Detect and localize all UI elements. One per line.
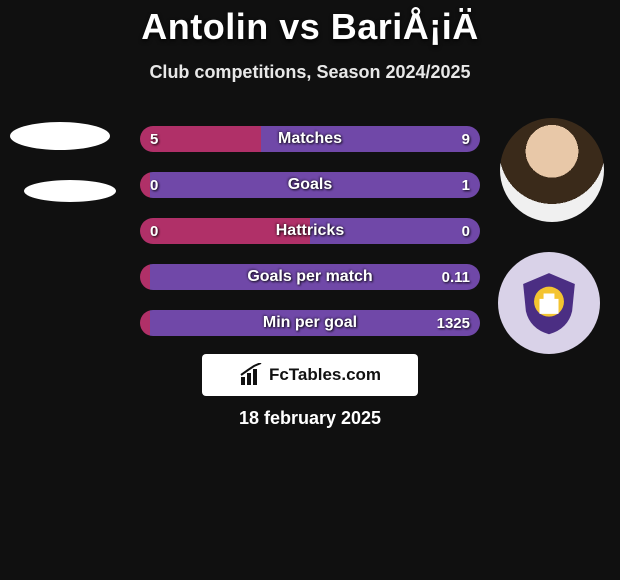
stat-bar-left-fill [140, 310, 150, 336]
page-title: Antolin vs BariÅ¡iÄ [0, 0, 620, 48]
club-left-avatar [24, 180, 116, 202]
stat-bar-left-fill [140, 264, 150, 290]
stat-bar-row: Goals per match0.11 [140, 264, 480, 290]
player-left-avatar [10, 122, 110, 150]
subtitle: Club competitions, Season 2024/2025 [0, 62, 620, 83]
stat-bar-right-fill [150, 310, 480, 336]
stat-bar-right-fill [310, 218, 480, 244]
stat-bar-left-fill [140, 218, 310, 244]
stat-bar-right-fill [150, 172, 480, 198]
stat-bar-left-fill [140, 126, 261, 152]
stat-bar-left-fill [140, 172, 150, 198]
stat-bars-container: Matches59 Goals01 Hattricks00 Goals per mat… [140, 126, 480, 356]
stat-bar-row: Matches59 [140, 126, 480, 152]
stat-bar-right-fill [261, 126, 480, 152]
club-crest-icon [515, 269, 583, 337]
logo-text: FcTables.com [269, 365, 381, 385]
snapshot-date: 18 february 2025 [0, 408, 620, 429]
stat-bar-row: Goals01 [140, 172, 480, 198]
stat-bar-row: Hattricks00 [140, 218, 480, 244]
stat-bar-right-fill [150, 264, 480, 290]
player-right-avatar [500, 118, 604, 222]
chart-icon [239, 363, 263, 387]
stat-bar-row: Min per goal1325 [140, 310, 480, 336]
club-right-avatar [498, 252, 600, 354]
fctables-logo: FcTables.com [202, 354, 418, 396]
